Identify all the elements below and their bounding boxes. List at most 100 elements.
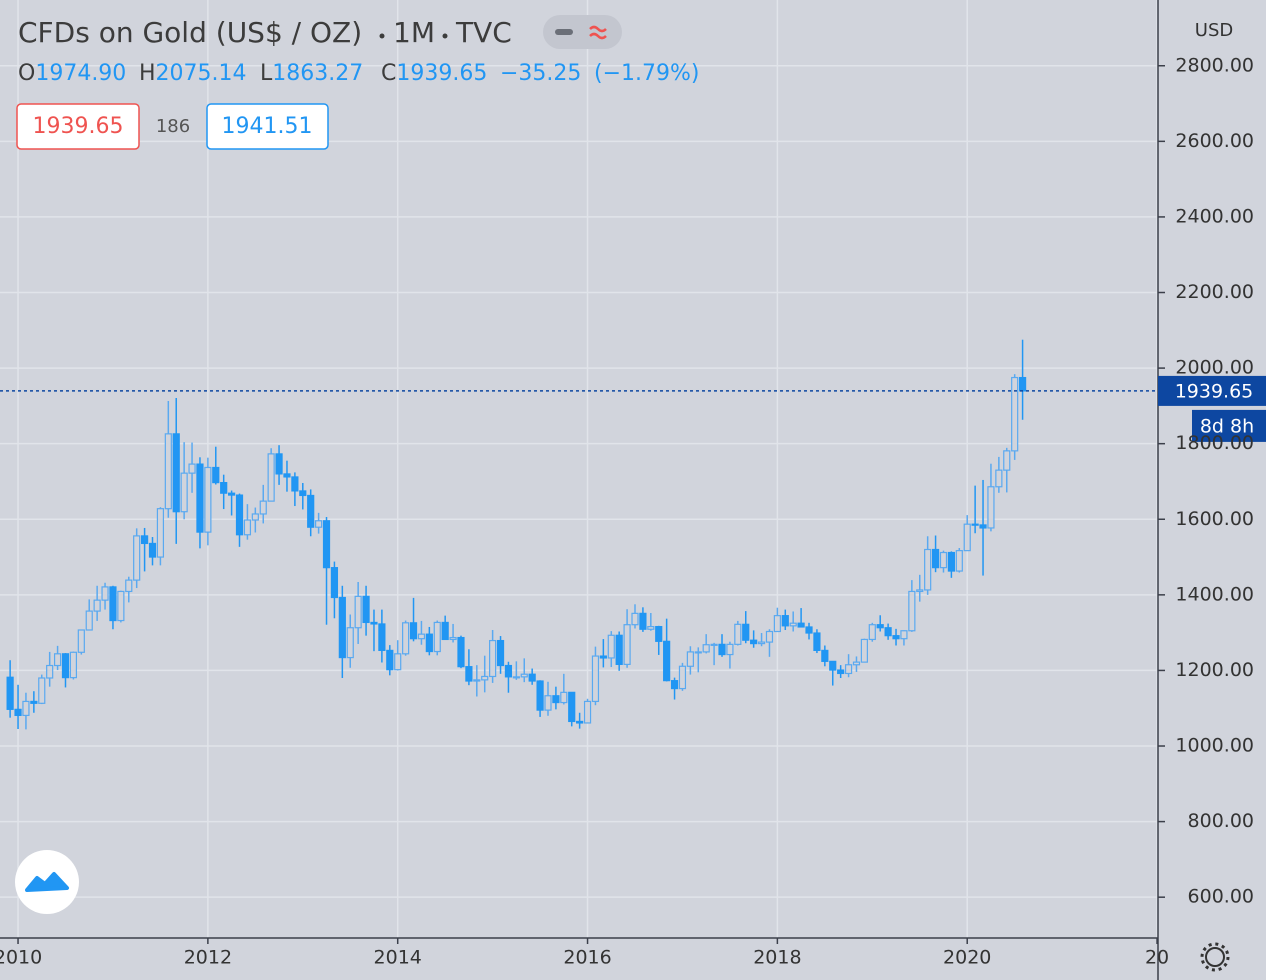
settings-icon[interactable]	[1205, 947, 1225, 967]
candle-body	[663, 640, 671, 682]
spread: 186	[156, 116, 190, 137]
candle-body	[710, 643, 718, 646]
logo-icon[interactable]	[25, 872, 69, 892]
candle-body	[61, 653, 70, 679]
candle-body	[38, 677, 46, 704]
candle-body	[228, 492, 236, 496]
x-tick-label: 20	[1145, 947, 1169, 969]
candle-body	[212, 466, 220, 484]
candle-body	[576, 720, 584, 724]
sell-button[interactable]: 1939.65	[16, 103, 140, 150]
candle-body	[512, 676, 520, 679]
candle-body	[797, 622, 805, 628]
candle-body	[813, 632, 821, 652]
candle-body	[568, 691, 576, 723]
candle-body	[69, 651, 78, 679]
candle-body	[773, 615, 781, 633]
candle-body	[504, 664, 513, 678]
candle-body	[473, 679, 481, 682]
candle-body	[868, 624, 876, 641]
candle-body	[409, 622, 418, 640]
candle-body	[908, 590, 916, 632]
candle-body	[378, 623, 386, 652]
candle-body	[734, 623, 742, 645]
candle-body	[639, 612, 647, 630]
candle-body	[172, 433, 180, 513]
candle-body	[655, 625, 663, 642]
candle-body	[939, 551, 948, 569]
candle-body	[101, 586, 109, 601]
legend-change-pct: (−1.79%)	[594, 61, 700, 86]
candle-body	[750, 639, 758, 645]
candle-body	[449, 636, 457, 641]
candle-body	[53, 653, 62, 667]
y-tick-label: 800.00	[1188, 810, 1254, 832]
x-tick-label: 2010	[0, 947, 42, 969]
candle-body	[884, 627, 892, 637]
buy-price[interactable]: 1941.51	[222, 114, 313, 139]
candle-body	[465, 666, 473, 682]
candle-body	[702, 644, 710, 653]
candle-body	[180, 472, 188, 513]
toggle-icon[interactable]	[589, 25, 607, 40]
settings-icon[interactable]	[1200, 942, 1230, 972]
settings[interactable]	[1200, 942, 1230, 972]
x-tick-label: 2020	[943, 947, 991, 969]
candle-body	[6, 676, 14, 710]
y-tick-label: 2600.00	[1175, 130, 1254, 152]
candle-body	[299, 490, 307, 497]
candles	[6, 339, 1027, 730]
legend-label: C	[381, 61, 396, 86]
candle-body	[148, 542, 157, 558]
candle-body	[109, 586, 117, 622]
candle-body	[631, 612, 639, 626]
buy-button[interactable]: 1941.51	[206, 103, 329, 150]
toggle-icon[interactable]	[555, 29, 573, 35]
candle-body	[607, 634, 615, 659]
candle-body	[765, 630, 774, 643]
candle-body	[844, 664, 853, 675]
legend-value: 1863.27	[272, 61, 363, 86]
source: TVC	[455, 16, 512, 49]
candle-body	[852, 661, 861, 666]
candle-body	[140, 535, 149, 545]
candle-body	[876, 624, 884, 629]
chart-title: CFDs on Gold (US$ / OZ)	[18, 16, 362, 49]
candle-body	[718, 643, 726, 656]
candle-body	[489, 639, 497, 678]
candle-body	[995, 469, 1003, 488]
candle-body	[425, 633, 433, 653]
sell-price[interactable]: 1939.65	[33, 114, 124, 139]
candle-body	[591, 655, 600, 703]
separator	[379, 33, 385, 39]
candle-body	[496, 639, 505, 667]
candle-body	[220, 482, 228, 494]
legend-label: L	[260, 61, 273, 86]
candle-body	[457, 636, 465, 668]
candle-body	[670, 680, 679, 690]
toggle-pill[interactable]	[543, 15, 622, 49]
x-tick-label: 2012	[184, 947, 232, 969]
x-tick-label: 2014	[374, 947, 422, 969]
sell-box[interactable]	[16, 103, 140, 150]
toggle[interactable]	[543, 15, 622, 49]
candle-body	[322, 520, 331, 569]
candle-body	[686, 651, 694, 667]
candle-body	[544, 695, 552, 711]
candle-body	[330, 567, 339, 599]
candle-body	[291, 476, 299, 492]
logo[interactable]	[15, 850, 79, 914]
candle-body	[821, 649, 829, 662]
overlay: 1939.65 8d 8h	[0, 375, 1266, 442]
y-tick-label: 2800.00	[1175, 54, 1254, 76]
candle-body	[924, 548, 932, 591]
candle-body	[979, 524, 987, 529]
y-tick-label: 1800.00	[1175, 432, 1254, 454]
candle-body	[93, 599, 101, 612]
buy-box[interactable]	[206, 103, 329, 150]
ohlc-legend: O1974.90 H2075.14 L1863.27 C1939.65 −35.…	[18, 61, 700, 86]
candle-body	[394, 653, 402, 671]
candle-body	[781, 615, 789, 627]
